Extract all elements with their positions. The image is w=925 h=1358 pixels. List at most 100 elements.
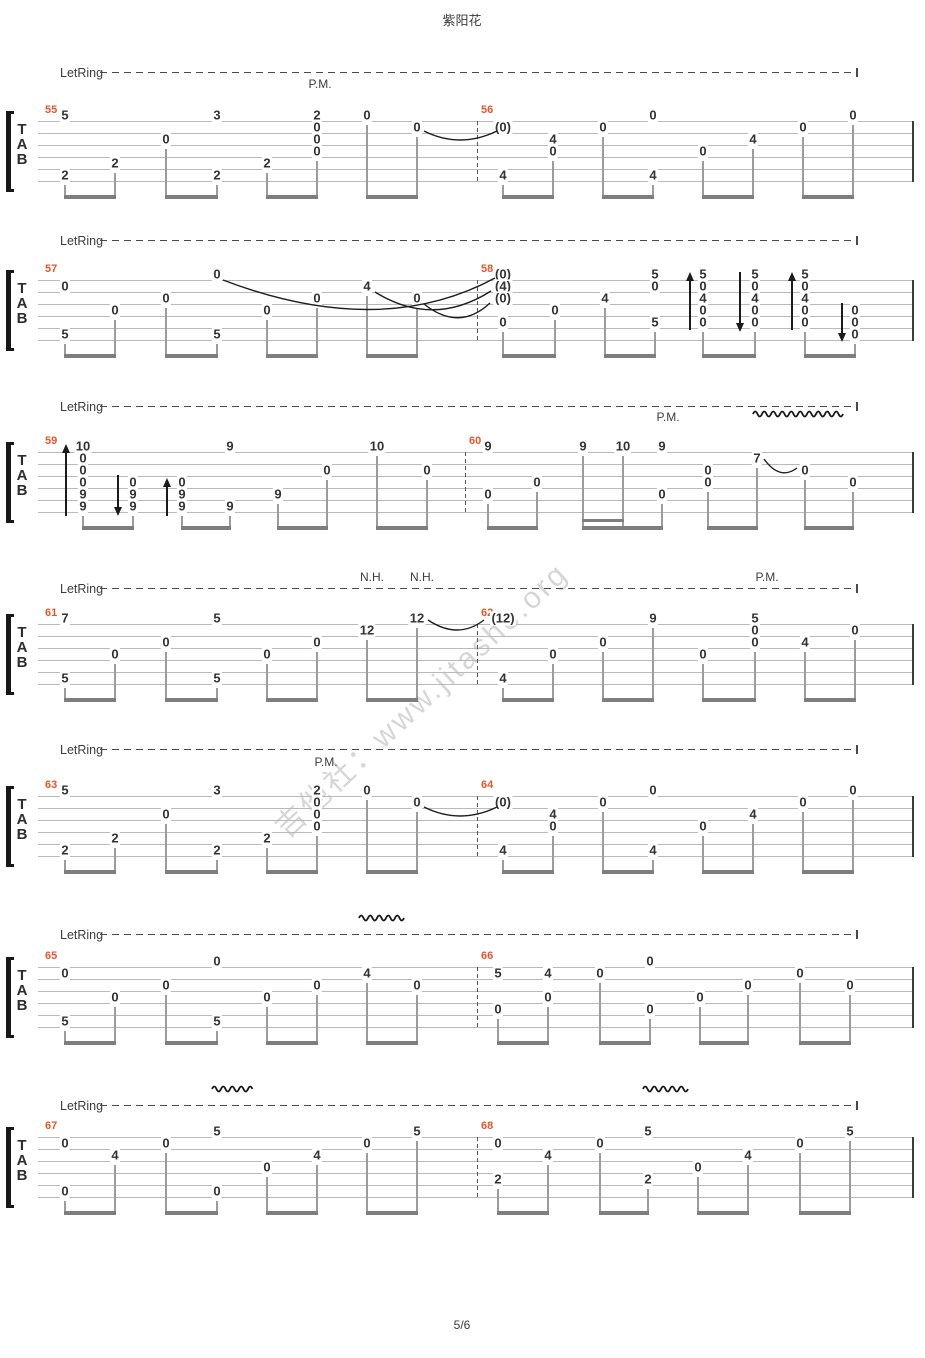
vibrato-squiggle [642, 1085, 689, 1093]
staff-line [38, 844, 912, 845]
tab-note: 0 [797, 794, 809, 810]
tab-note: 0 [411, 119, 423, 135]
staff-line [38, 1015, 912, 1016]
note-stem [165, 308, 167, 354]
system-bracket [6, 111, 14, 192]
tab-note: 3 [211, 107, 223, 123]
note-stem [316, 161, 318, 195]
note-stem [552, 664, 554, 698]
tab-note: 5 [211, 610, 223, 626]
page-number: 5/6 [453, 1318, 471, 1332]
letring-line [100, 749, 856, 751]
tab-note: 0 [742, 977, 754, 993]
note-stem [502, 688, 504, 698]
note-beam [366, 698, 418, 702]
note-stem [326, 480, 328, 526]
strum-arrow-up-icon [162, 478, 171, 487]
barline-dashed [477, 967, 479, 1028]
tab-note: 0 [849, 314, 861, 330]
tab-note: 2 [261, 155, 273, 171]
staff-line [38, 967, 912, 968]
tab-note: 0 [261, 646, 273, 662]
note-beam [165, 1041, 218, 1045]
tab-note: 5 [649, 314, 661, 330]
tab-note: 4 [497, 167, 509, 183]
letring-line [100, 934, 856, 936]
tab-note: 0 [411, 794, 423, 810]
note-stem [416, 628, 418, 698]
tab-note: 5 [642, 1123, 654, 1139]
strum-arrow-up [791, 279, 793, 330]
tab-note: 5 [59, 1013, 71, 1029]
tab-note: 4 [697, 290, 709, 306]
tab-note: 7 [59, 610, 71, 626]
tab-note: 2 [311, 782, 323, 798]
tab-note: 0 [321, 462, 333, 478]
staff-line [38, 157, 912, 158]
tab-note: 0 [361, 107, 373, 123]
note-stem [266, 848, 268, 870]
note-beam [697, 1211, 749, 1215]
tab-note: 2 [311, 107, 323, 123]
tab-note: 0 [849, 326, 861, 342]
tab-note: 9 [176, 498, 188, 514]
tab-note: 9 [482, 438, 494, 454]
note-stem [277, 504, 279, 526]
staff-line [38, 1003, 912, 1004]
letring-line [100, 240, 856, 242]
tab-note: 0 [160, 131, 172, 147]
tab-note: 0 [77, 474, 89, 490]
measure-number: 66 [481, 950, 494, 962]
note-stem [754, 332, 756, 354]
note-beam [64, 1211, 116, 1215]
tab-note: 0 [597, 634, 609, 650]
tab-note: 4 [747, 806, 759, 822]
tab-note: 9 [77, 498, 89, 514]
tab-note: 0 [847, 107, 859, 123]
tab-note: 0 [797, 119, 809, 135]
tab-note: 0 [492, 1135, 504, 1151]
tab-note: 0 [702, 474, 714, 490]
tab-note: 9 [127, 498, 139, 514]
tab-note: 4 [547, 131, 559, 147]
tab-note: 0 [749, 302, 761, 318]
note-stem [852, 492, 854, 526]
measure-number: 60 [469, 435, 482, 447]
note-stem [114, 848, 116, 870]
note-stem [502, 332, 504, 354]
tab-note: 0 [844, 977, 856, 993]
tab-note: 9 [224, 498, 236, 514]
staff-line [38, 660, 912, 661]
note-stem [181, 516, 183, 526]
vibrato-squiggle [358, 914, 405, 922]
note-stem [547, 1165, 549, 1211]
tab-note: 4 [647, 167, 659, 183]
note-stem [64, 688, 66, 698]
note-stem [802, 812, 804, 870]
note-beam [802, 195, 854, 199]
note-stem [804, 480, 806, 526]
tab-note: (0) [493, 266, 513, 282]
note-beam [802, 870, 854, 874]
note-beam [165, 870, 218, 874]
tab-note: 0 [311, 794, 323, 810]
letring-label: LetRing [60, 743, 104, 757]
strum-arrow-down [739, 272, 741, 325]
strum-arrow-down-icon [837, 333, 846, 342]
note-stem [602, 137, 604, 195]
tab-note: 9 [176, 486, 188, 502]
measure-number: 65 [45, 950, 58, 962]
tab-note: 0 [311, 634, 323, 650]
tab-note: 4 [497, 670, 509, 686]
staff-line [38, 512, 912, 513]
letring-line [100, 1105, 856, 1107]
note-stem [216, 344, 218, 354]
tab-note: 0 [647, 107, 659, 123]
tab-note: 0 [311, 977, 323, 993]
tab-note: 0 [749, 622, 761, 638]
staff-line [38, 796, 912, 797]
note-beam [602, 195, 654, 199]
